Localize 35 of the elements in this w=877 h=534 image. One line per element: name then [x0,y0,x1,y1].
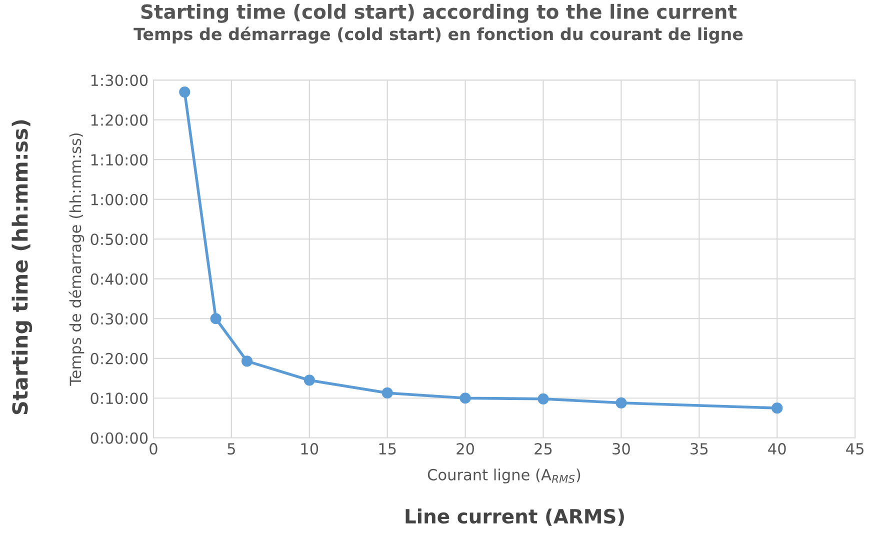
point [460,392,471,404]
y-tick-label: 0:50:00 [90,234,148,246]
point [772,402,783,414]
y-tick-label: 0:30:00 [90,313,148,325]
point [179,86,190,98]
text: Starting time (hh:mm:ss) [12,120,32,414]
y-tick-label: 1:20:00 [91,114,148,126]
x-tick-label: 30 [612,443,630,455]
y-tick-label: 0:10:00 [90,392,148,404]
text: Line current (ARMS) [406,508,624,526]
x-tick-label: 5 [228,443,235,455]
point [241,356,253,367]
point [304,374,315,386]
y-axis-title: Temps de démarrage (hh:mm:ss) [68,133,84,386]
x-tick-label: 25 [534,443,552,455]
point [210,313,222,324]
x-tick-label: 40 [768,443,786,455]
y-tick-label: 1:00:00 [91,194,148,206]
y-tick-label: 1:10:00 [91,154,148,166]
x-tick-label: 45 [846,443,864,455]
point [616,397,627,408]
chart-title: Starting time (cold start) according to the line current [141,4,737,23]
point [382,387,393,399]
x-tick-label: 15 [379,443,396,455]
x-axis-title: Courant ligne (A$_{RMS}$) [428,468,580,484]
y-tick-label: 0:20:00 [90,352,148,364]
x-tick-label: 20 [456,443,474,455]
x-tick-label: 0 [150,443,158,455]
chart-subtitle: Temps de démarrage (cold start) en fonction du courant de ligne [134,26,743,44]
y-tick-label: 0:40:00 [90,273,148,285]
point [538,393,549,404]
y-tick-label: 0:00:00 [90,432,148,444]
y-tick-label: 1:30:00 [91,74,148,86]
x-tick-label: 35 [690,443,708,455]
x-tick-label: 10 [301,443,318,455]
